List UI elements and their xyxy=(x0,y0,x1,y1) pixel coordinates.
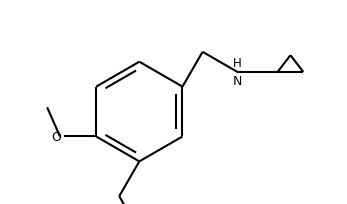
Text: N: N xyxy=(233,75,242,88)
Text: O: O xyxy=(52,130,62,143)
Text: H: H xyxy=(233,57,242,70)
